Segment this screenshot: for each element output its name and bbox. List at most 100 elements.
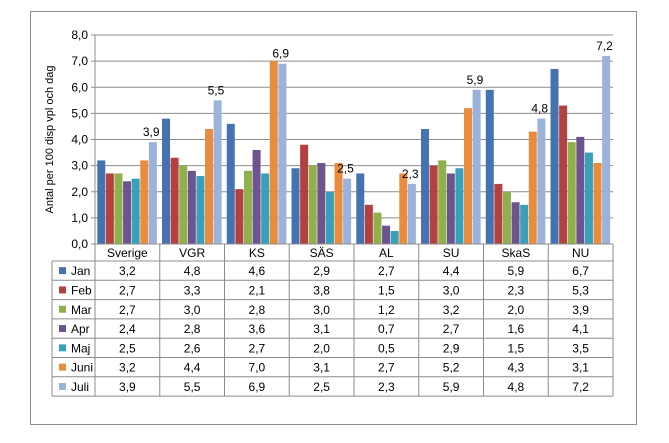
bar-juli-vgr	[213, 100, 222, 244]
bar-maj-sverige	[131, 178, 140, 244]
bar-apr-ks	[252, 149, 261, 244]
table-cell: 3,5	[572, 341, 589, 355]
bar-mar-su	[438, 160, 447, 244]
legend-swatch	[59, 344, 66, 352]
bar-maj-säs	[325, 191, 334, 244]
bar-feb-säs	[300, 144, 309, 244]
table-cell: 3,9	[572, 303, 589, 317]
legend-swatch	[59, 382, 66, 390]
table-cell: 2,9	[313, 264, 330, 278]
legend-swatch	[59, 325, 66, 333]
bar-jan-sverige	[97, 160, 106, 244]
table-cell: 2,3	[508, 283, 525, 297]
legend-label: Feb	[71, 283, 92, 297]
table-cell: 3,9	[119, 380, 136, 394]
data-label: 4,8	[531, 102, 548, 116]
table-cell: 0,7	[378, 322, 395, 336]
bar-maj-ks	[261, 173, 270, 244]
table-cell: 2,7	[119, 283, 136, 297]
legend-swatch	[59, 363, 66, 371]
bar-feb-nu	[559, 105, 568, 244]
bar-apr-säs	[317, 163, 326, 244]
table-cell: 3,1	[313, 322, 330, 336]
table-cell: 4,1	[572, 322, 589, 336]
table-cell: 1,5	[508, 341, 525, 355]
bar-mar-sverige	[114, 173, 123, 244]
bar-feb-skas	[494, 183, 503, 244]
y-tick-label: 5,0	[71, 106, 88, 120]
y-tick-label: 8,0	[71, 28, 88, 42]
bar-mar-ks	[243, 170, 252, 244]
table-cell: 4,4	[443, 264, 460, 278]
table-cell: 7,2	[572, 380, 589, 394]
bar-feb-al	[364, 204, 373, 244]
bar-jan-vgr	[162, 118, 171, 244]
table-cell: 4,8	[184, 264, 201, 278]
bar-mar-säs	[308, 165, 317, 244]
bar-chart: 0,0 1,0 2,0 3,0 4,0 5,0 6,0 7,0 8,0 Antal per 100…	[44, 28, 614, 397]
y-axis-title: Antal per 100 disp vpl och dag	[44, 66, 56, 214]
table-cell: 7,0	[249, 361, 266, 375]
table-cell: 3,1	[313, 361, 330, 375]
data-label: 5,5	[208, 83, 225, 97]
category-label: VGR	[179, 246, 205, 260]
bar-juli-al	[407, 183, 416, 244]
category-label: SÄS	[310, 246, 334, 260]
table-cell: 2,7	[443, 322, 460, 336]
table-cell: 3,0	[313, 303, 330, 317]
bar-maj-su	[455, 168, 464, 244]
bar-jan-nu	[550, 68, 559, 245]
bar-jan-su	[421, 129, 430, 244]
table-cell: 2,5	[313, 380, 330, 394]
category-label: SkaS	[502, 246, 531, 260]
bar-juni-ks	[269, 61, 278, 244]
y-tick-label: 6,0	[71, 80, 88, 94]
table-cell: 0,5	[378, 341, 395, 355]
bar-feb-vgr	[170, 157, 179, 244]
bar-juni-säs	[334, 163, 343, 244]
table-cell: 5,9	[508, 264, 525, 278]
y-tick-label: 4,0	[71, 133, 88, 147]
bar-apr-al	[382, 225, 391, 244]
table-cell: 2,8	[184, 322, 201, 336]
bar-juni-nu	[593, 163, 602, 244]
category-label: AL	[379, 246, 394, 260]
table-cell: 4,8	[508, 380, 525, 394]
category-label: Sverige	[107, 246, 148, 260]
bar-mar-al	[373, 212, 382, 244]
data-label: 2,5	[337, 162, 354, 176]
legend-label: Juni	[71, 361, 93, 375]
bar-juni-skas	[528, 131, 537, 244]
bar-juli-säs	[343, 178, 352, 244]
table-cell: 3,8	[313, 283, 330, 297]
legend-swatch	[59, 286, 66, 294]
bar-feb-sverige	[105, 173, 114, 244]
table-cell: 5,5	[184, 380, 201, 394]
table-cell: 6,7	[572, 264, 589, 278]
table-cell: 3,2	[119, 264, 136, 278]
table-cell: 3,2	[443, 303, 460, 317]
bar-maj-skas	[520, 204, 529, 244]
table-cell: 5,2	[443, 361, 460, 375]
bar-maj-vgr	[196, 176, 205, 244]
y-tick-label: 1,0	[71, 211, 88, 225]
legend-label: Maj	[71, 341, 90, 355]
table-cell: 1,2	[378, 303, 395, 317]
bar-apr-vgr	[187, 170, 196, 244]
table-cell: 4,6	[249, 264, 266, 278]
table-cell: 2,3	[378, 380, 395, 394]
legend-swatch	[59, 305, 66, 313]
table-cell: 2,7	[378, 361, 395, 375]
y-tick-label: 0,0	[71, 237, 88, 251]
table-cell: 3,1	[572, 361, 589, 375]
category-label: SU	[443, 246, 460, 260]
bar-juli-ks	[278, 63, 287, 244]
table-cell: 2,6	[184, 341, 201, 355]
table-cell: 2,7	[378, 264, 395, 278]
bar-juni-vgr	[205, 129, 214, 244]
bar-juni-sverige	[140, 160, 149, 244]
table-cell: 3,3	[184, 283, 201, 297]
bar-juli-nu	[602, 55, 611, 245]
bar-mar-vgr	[179, 165, 188, 244]
bar-jan-al	[356, 173, 365, 244]
